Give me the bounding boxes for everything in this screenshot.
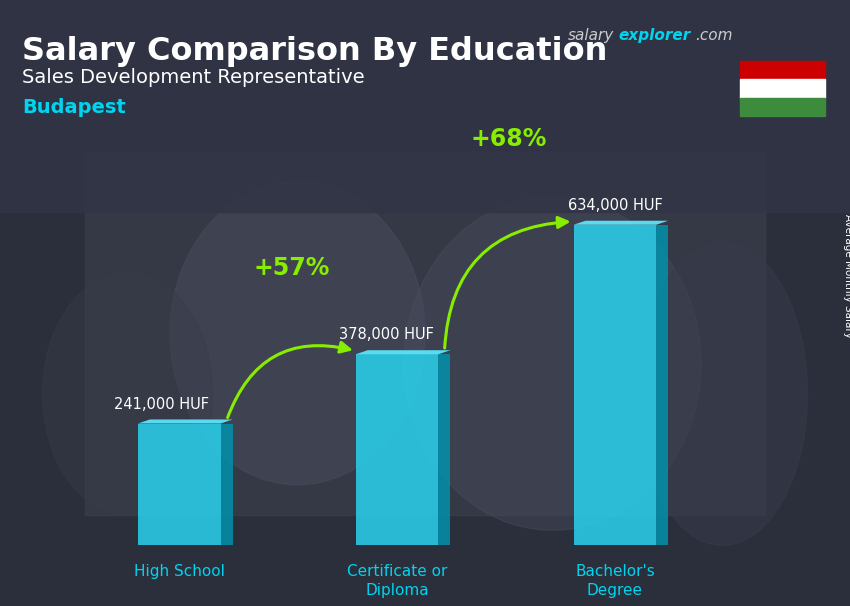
Bar	[138, 424, 221, 545]
Text: 634,000 HUF: 634,000 HUF	[568, 198, 662, 213]
Bar	[740, 61, 825, 79]
Polygon shape	[439, 355, 451, 545]
Bar	[740, 98, 825, 116]
Ellipse shape	[170, 182, 425, 485]
Text: +57%: +57%	[253, 256, 330, 280]
Polygon shape	[656, 225, 668, 545]
Polygon shape	[574, 221, 668, 225]
Polygon shape	[355, 350, 451, 355]
Bar	[85, 152, 765, 515]
Text: Bachelor's
Degree: Bachelor's Degree	[575, 564, 654, 598]
Text: Sales Development Representative: Sales Development Representative	[22, 68, 365, 87]
Text: Certificate or
Diploma: Certificate or Diploma	[347, 564, 447, 598]
Text: Salary Comparison By Education: Salary Comparison By Education	[22, 36, 608, 67]
Bar	[740, 79, 825, 98]
Ellipse shape	[638, 242, 808, 545]
Ellipse shape	[42, 273, 212, 515]
Text: salary: salary	[568, 28, 615, 43]
Text: .com: .com	[695, 28, 733, 43]
Bar	[0, 0, 850, 212]
Text: High School: High School	[133, 564, 224, 579]
Text: Average Monthly Salary: Average Monthly Salary	[843, 214, 850, 338]
Text: 241,000 HUF: 241,000 HUF	[115, 397, 209, 411]
Polygon shape	[221, 424, 233, 545]
Polygon shape	[138, 419, 233, 424]
Bar	[355, 355, 439, 545]
Text: 378,000 HUF: 378,000 HUF	[339, 327, 434, 342]
Text: explorer: explorer	[618, 28, 690, 43]
Bar	[574, 225, 656, 545]
Text: +68%: +68%	[471, 127, 547, 151]
Text: Budapest: Budapest	[22, 98, 126, 117]
Ellipse shape	[404, 197, 701, 530]
